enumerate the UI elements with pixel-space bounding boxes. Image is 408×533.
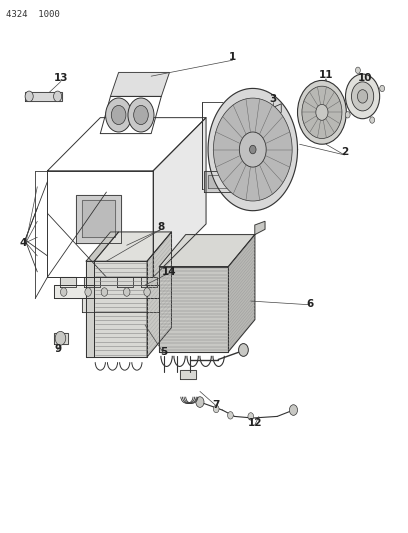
Text: 4: 4 [19,238,27,247]
Circle shape [316,104,328,120]
Circle shape [213,98,292,201]
Polygon shape [53,333,68,344]
Text: 1: 1 [229,52,236,61]
Polygon shape [208,175,239,188]
Polygon shape [25,92,62,101]
Circle shape [248,413,254,420]
Circle shape [128,98,154,132]
Polygon shape [180,370,196,379]
Circle shape [351,82,374,111]
Text: 7: 7 [213,400,220,410]
Polygon shape [82,298,159,312]
Polygon shape [159,266,228,352]
Circle shape [124,288,130,296]
Text: 14: 14 [162,267,177,277]
Circle shape [346,74,380,119]
Polygon shape [117,277,133,287]
Polygon shape [94,261,147,357]
Polygon shape [100,96,161,134]
Circle shape [85,288,91,296]
Circle shape [250,146,256,154]
Text: 2: 2 [341,147,348,157]
Circle shape [228,411,233,419]
Polygon shape [47,171,153,277]
Circle shape [239,344,248,357]
Text: 8: 8 [157,222,165,232]
Circle shape [302,86,342,139]
Text: 5: 5 [160,346,167,357]
Polygon shape [153,118,206,277]
Circle shape [239,132,266,167]
Polygon shape [204,171,243,192]
Circle shape [357,90,368,103]
Circle shape [25,91,33,102]
Circle shape [134,106,148,125]
Text: 6: 6 [306,298,313,309]
Polygon shape [47,118,206,171]
Circle shape [370,117,375,123]
Polygon shape [141,277,157,287]
Polygon shape [267,104,281,119]
Circle shape [213,405,219,413]
Polygon shape [60,277,76,287]
Circle shape [297,80,346,144]
Polygon shape [53,285,159,298]
Polygon shape [82,200,115,237]
Circle shape [355,67,360,74]
Text: 10: 10 [357,73,372,83]
Polygon shape [255,221,265,235]
Polygon shape [202,102,267,189]
Polygon shape [94,232,171,261]
Circle shape [380,85,385,92]
Circle shape [289,405,297,415]
Polygon shape [228,235,255,352]
Text: 4324  1000: 4324 1000 [6,10,59,19]
Circle shape [106,98,132,132]
Text: 13: 13 [53,73,68,83]
Polygon shape [147,232,171,357]
Text: 12: 12 [248,418,262,429]
Text: 11: 11 [319,70,333,80]
Circle shape [196,397,204,407]
Circle shape [345,111,350,118]
Text: 3: 3 [270,94,277,104]
Text: 9: 9 [54,344,61,354]
Polygon shape [76,195,121,243]
Circle shape [60,288,67,296]
Polygon shape [111,72,169,96]
Polygon shape [86,232,119,261]
Polygon shape [208,88,297,211]
Circle shape [144,288,150,296]
Polygon shape [84,277,100,287]
Circle shape [111,106,126,125]
Polygon shape [159,235,255,266]
Circle shape [55,332,66,345]
Circle shape [53,91,62,102]
Polygon shape [86,261,94,357]
Circle shape [101,288,108,296]
